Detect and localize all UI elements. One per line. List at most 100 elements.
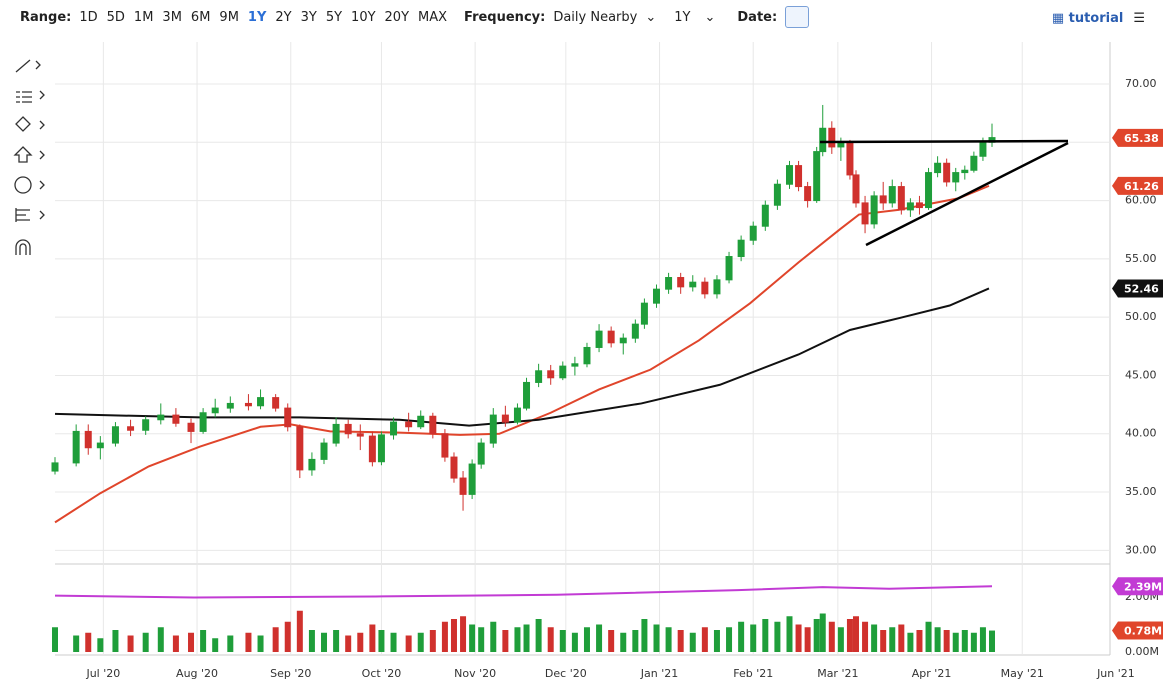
range-option[interactable]: 20Y	[384, 9, 410, 25]
toolbar: Range: 1D 5D 1M 3M 6M 9M 1Y 2Y 3Y 5Y 10Y 20Y MAX Fre…	[0, 0, 1173, 34]
price-badge-bg	[1112, 279, 1163, 298]
tutorial-link[interactable]: ▦ tutorial ☰	[1052, 11, 1145, 26]
volume-badge-bg	[1112, 577, 1163, 596]
dropdown-icon: ⌄	[704, 9, 716, 25]
volume-bar	[469, 624, 476, 652]
volume-bar	[880, 630, 887, 652]
range-option[interactable]: 1D	[79, 9, 98, 25]
candle-body	[172, 414, 180, 424]
volume-bar	[73, 635, 80, 652]
menu-icon[interactable]: ☰	[1133, 11, 1145, 26]
volume-bar	[257, 635, 264, 652]
x-tick-label: Nov '20	[454, 667, 496, 680]
candle-body	[377, 434, 385, 463]
volume-bar	[970, 632, 977, 652]
volume-bar	[390, 632, 397, 652]
volume-bar	[738, 621, 745, 652]
range-option[interactable]: 9M	[219, 9, 239, 25]
range-option[interactable]: MAX	[418, 9, 448, 25]
candle-body	[852, 174, 860, 204]
volume-bar	[934, 627, 941, 652]
range-option[interactable]: 1M	[133, 9, 154, 25]
range-option[interactable]: 3M	[162, 9, 182, 25]
y-tick-label: 40.00	[1125, 427, 1157, 440]
candle-body	[244, 402, 252, 407]
tool-line[interactable]	[15, 59, 41, 73]
price-badge-bg	[1112, 176, 1163, 195]
x-tick-label: May '21	[1001, 667, 1044, 680]
tool-annotation[interactable]	[14, 176, 32, 194]
volume-bar	[200, 630, 207, 652]
tool-fib[interactable]	[16, 90, 45, 103]
volume-bar	[641, 619, 648, 652]
range-option[interactable]: 2Y	[275, 9, 292, 25]
candle-body	[450, 456, 458, 479]
volume-bar	[112, 630, 119, 652]
candle-body	[459, 477, 467, 495]
y-tick-label: 70.00	[1125, 77, 1157, 90]
tool-magnet[interactable]	[15, 239, 31, 255]
volume-bar	[774, 621, 781, 652]
candle-body	[272, 397, 280, 409]
candle-body	[308, 458, 316, 471]
volume-bar	[677, 630, 684, 652]
resistance-line	[819, 139, 1069, 144]
range-option[interactable]: 1Y	[247, 9, 267, 25]
frequency-label: Frequency:	[464, 9, 546, 25]
y-tick-label: 30.00	[1125, 543, 1157, 556]
candle-body	[489, 414, 497, 444]
candle-body	[417, 415, 425, 428]
candle-body	[961, 169, 969, 174]
volume-bar	[889, 627, 896, 652]
candle-body	[795, 165, 803, 188]
volume-average	[54, 585, 993, 599]
candle-body	[888, 186, 896, 204]
candle-body	[943, 162, 951, 183]
volume-bar	[665, 627, 672, 652]
volume-bar	[369, 624, 376, 652]
tool-arrow[interactable]	[13, 146, 45, 163]
range-option[interactable]: 6M	[190, 9, 211, 25]
volume-bar	[357, 632, 364, 652]
x-tick-label: Oct '20	[362, 667, 402, 680]
volume-bar	[846, 619, 853, 652]
candle-body	[368, 435, 376, 463]
candle-body	[84, 430, 92, 449]
candle-body	[677, 277, 685, 288]
tool-measure[interactable]	[15, 208, 45, 222]
volume-bar	[862, 621, 869, 652]
candle-body	[652, 288, 660, 304]
candle-body	[665, 277, 673, 290]
candle-body	[390, 421, 398, 436]
volume-bar	[620, 632, 627, 652]
range-option[interactable]: 3Y	[300, 9, 317, 25]
volume-bar	[172, 635, 179, 652]
volume-bar	[296, 610, 303, 652]
calendar-button[interactable]	[785, 6, 810, 28]
range-option[interactable]: 5D	[106, 9, 125, 25]
volume-bar	[837, 627, 844, 652]
candle-body	[535, 370, 543, 383]
y-tick-label: 50.00	[1125, 310, 1157, 323]
support-line	[865, 141, 1069, 247]
volume-badge: 0.78M	[1124, 625, 1162, 638]
volume-bar	[952, 632, 959, 652]
volume-bar	[429, 630, 436, 652]
candle-body	[96, 442, 104, 449]
range-option[interactable]: 10Y	[351, 9, 376, 25]
y-tick-label: 45.00	[1125, 368, 1157, 381]
frequency-select[interactable]: Daily Nearby	[553, 9, 638, 25]
range-option[interactable]: 5Y	[325, 9, 343, 25]
candle-body	[713, 279, 721, 295]
volume-bar	[157, 627, 164, 652]
tool-shape[interactable]	[15, 116, 45, 132]
volume-bar	[188, 632, 195, 652]
volume-bar	[961, 630, 968, 652]
volume-bar	[333, 630, 340, 652]
volume-bar	[321, 632, 328, 652]
volume-bar	[713, 630, 720, 652]
volume-bar	[559, 630, 566, 652]
period-select[interactable]: 1Y	[674, 9, 691, 25]
volume-bar	[245, 632, 252, 652]
